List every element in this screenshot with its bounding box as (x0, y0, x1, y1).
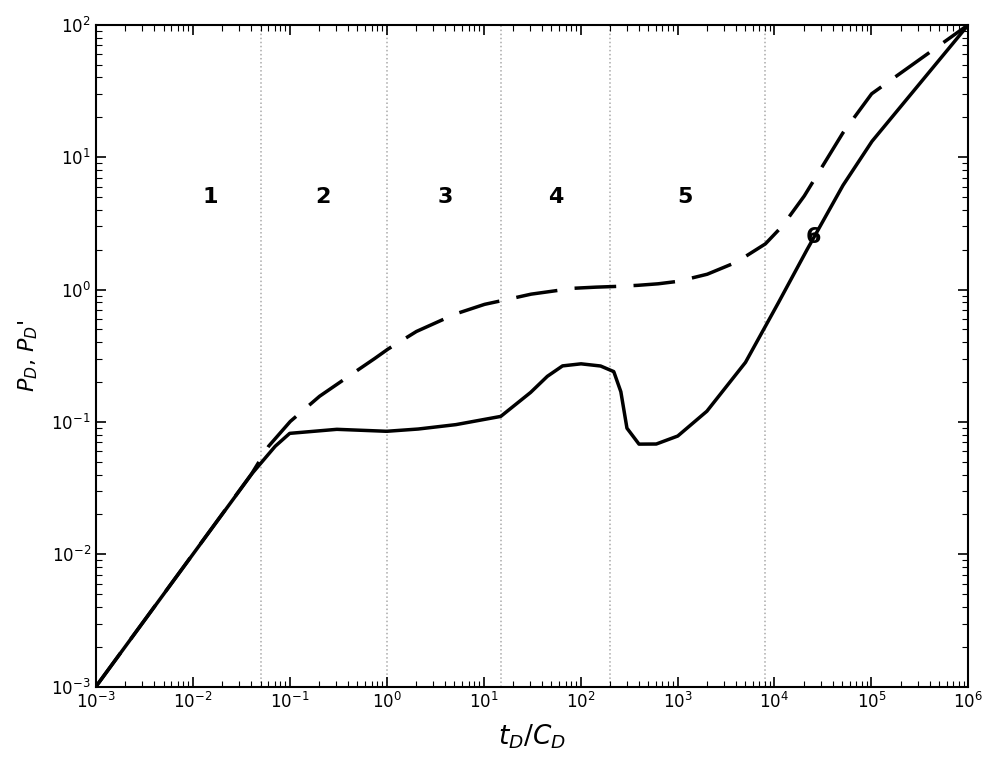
Text: 1: 1 (202, 187, 218, 207)
Text: 3: 3 (437, 187, 453, 207)
Text: 5: 5 (677, 187, 693, 207)
X-axis label: $t_D/C_D$: $t_D/C_D$ (498, 723, 566, 751)
Y-axis label: $P_D$, $P_D$': $P_D$, $P_D$' (17, 319, 40, 392)
Text: 2: 2 (315, 187, 331, 207)
Text: 4: 4 (548, 187, 563, 207)
Text: 6: 6 (805, 227, 821, 247)
